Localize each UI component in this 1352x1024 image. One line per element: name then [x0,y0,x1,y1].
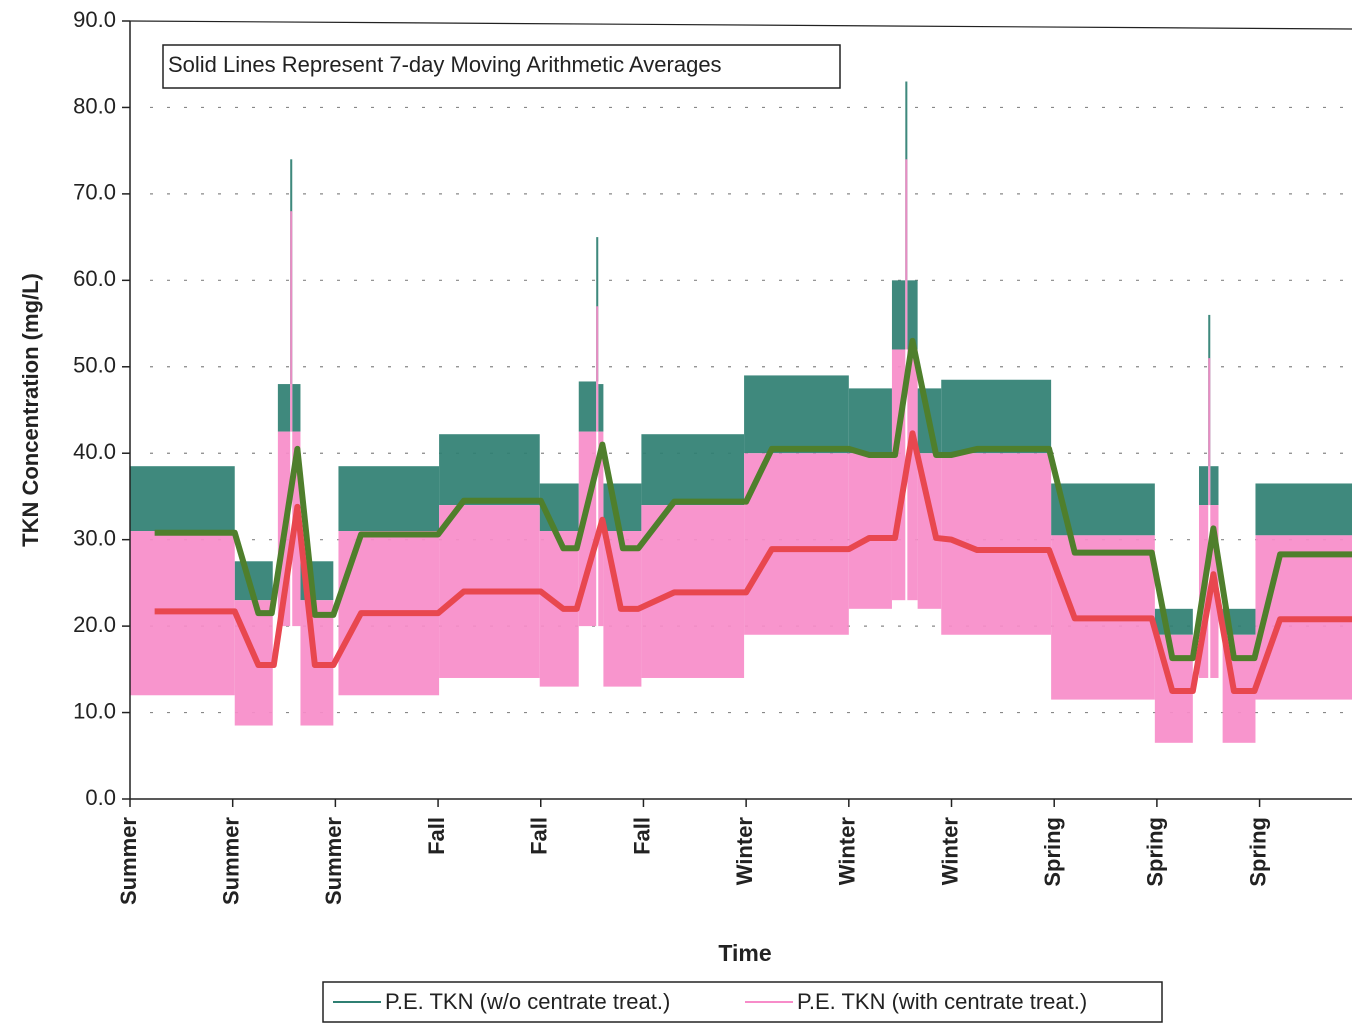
range-band [641,434,745,506]
range-band [292,384,301,432]
annotation-box [162,44,841,89]
range-band [578,381,597,432]
plot-top [129,20,1352,30]
range-band [905,159,908,350]
x-tick-label: Summer [321,817,346,905]
range-band [744,375,849,454]
y-tick-label: 90.0 [73,7,116,32]
range-band [848,453,892,609]
moving-average-line [154,337,1352,662]
range-band [1255,483,1352,536]
y-tick-label: 10.0 [73,698,116,723]
x-tick-label: Winter [835,817,860,886]
range-band [907,349,918,601]
annotation: Solid Lines Represent 7-day Moving Arith… [168,52,722,77]
y-tick-label: 30.0 [73,525,116,550]
range-band [290,211,293,432]
x-tick-label: Spring [1245,817,1270,887]
legend-label: P.E. TKN (w/o centrate treat.) [385,989,670,1014]
legend-label: P.E. TKN (with centrate treat.) [797,989,1087,1014]
range-band [130,466,235,532]
y-tick-label: 0.0 [85,785,116,810]
y-tick-label: 70.0 [73,180,116,205]
range-band [941,379,1052,454]
x-tick-label: Spring [1143,817,1168,887]
y-tick-label: 60.0 [73,266,116,291]
range-band [596,306,599,432]
x-tick-label: Winter [937,817,962,886]
y-tick-label: 50.0 [73,353,116,378]
range-band [1198,466,1209,506]
range-band [1208,358,1211,506]
x-tick-label: Spring [1040,817,1065,887]
range-band [439,434,540,506]
y-axis-label: TKN Concentration (mg/L) [18,273,43,547]
range-band [338,466,440,532]
range-band [1210,466,1219,506]
legend [322,981,1163,1023]
x-tick-label: Summer [219,817,244,905]
x-axis-label: Time [718,940,771,966]
y-tick-label: 40.0 [73,439,116,464]
range-band [598,384,604,432]
x-tick-label: Fall [424,817,449,855]
x-tick-label: Summer [116,817,141,905]
x-tick-label: Winter [732,817,757,886]
range-band [277,384,291,432]
y-tick-label: 80.0 [73,93,116,118]
range-band [744,453,849,635]
y-tick-label: 20.0 [73,612,116,637]
range-band [848,388,892,454]
x-tick-label: Fall [527,817,552,855]
moving-average-line [154,430,1352,694]
x-tick-label: Fall [629,817,654,855]
range-band [907,280,918,350]
range-band [891,280,906,350]
